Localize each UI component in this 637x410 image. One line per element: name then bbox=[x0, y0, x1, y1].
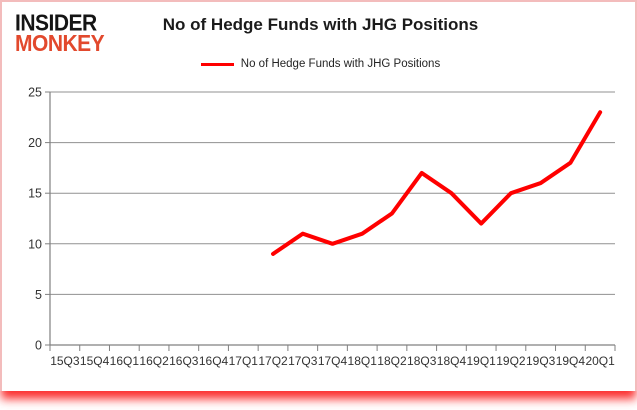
logo-line-monkey: MONKEY bbox=[15, 31, 105, 57]
x-tick-label: 16Q2 bbox=[139, 354, 169, 368]
x-tick-label: 19Q4 bbox=[556, 354, 586, 368]
x-tick-label: 18Q2 bbox=[377, 354, 407, 368]
y-tick-label: 0 bbox=[35, 339, 42, 353]
y-tick-label: 15 bbox=[28, 187, 42, 201]
x-tick-label: 19Q3 bbox=[526, 354, 556, 368]
x-tick-label: 18Q4 bbox=[437, 354, 467, 368]
legend-label: No of Hedge Funds with JHG Positions bbox=[240, 58, 441, 70]
x-tick-label: 18Q3 bbox=[407, 354, 437, 368]
insider-monkey-logo: INSIDER MONKEY bbox=[15, 10, 105, 57]
y-tick-label: 25 bbox=[28, 86, 42, 100]
x-tick-label: 16Q4 bbox=[199, 354, 229, 368]
x-tick-label: 17Q2 bbox=[258, 354, 288, 368]
chart-title: No of Hedge Funds with JHG Positions bbox=[162, 15, 479, 34]
x-tick-label: 18Q1 bbox=[348, 354, 378, 368]
x-tick-label: 16Q1 bbox=[110, 354, 140, 368]
chart-card: INSIDER MONKEY No of Hedge Funds with JH… bbox=[0, 0, 637, 391]
y-tick-label: 20 bbox=[28, 136, 42, 150]
x-tick-label: 19Q2 bbox=[496, 354, 526, 368]
x-tick-label: 17Q3 bbox=[288, 354, 318, 368]
x-tick-label: 15Q4 bbox=[80, 354, 110, 368]
logo-line-insider: INSIDER bbox=[15, 10, 97, 36]
x-tick-label: 16Q3 bbox=[169, 354, 199, 368]
x-tick-label: 15Q3 bbox=[50, 354, 80, 368]
y-tick-label: 10 bbox=[28, 237, 42, 251]
series-line bbox=[271, 110, 603, 256]
x-tick-label: 17Q1 bbox=[229, 354, 259, 368]
x-tick-label: 17Q4 bbox=[318, 354, 348, 368]
x-tick-label: 20Q1 bbox=[585, 354, 615, 368]
legend-line-swatch bbox=[200, 62, 234, 66]
y-tick-label: 5 bbox=[35, 288, 42, 302]
legend: No of Hedge Funds with JHG Positions bbox=[2, 58, 637, 70]
x-tick-label: 19Q1 bbox=[467, 354, 497, 368]
